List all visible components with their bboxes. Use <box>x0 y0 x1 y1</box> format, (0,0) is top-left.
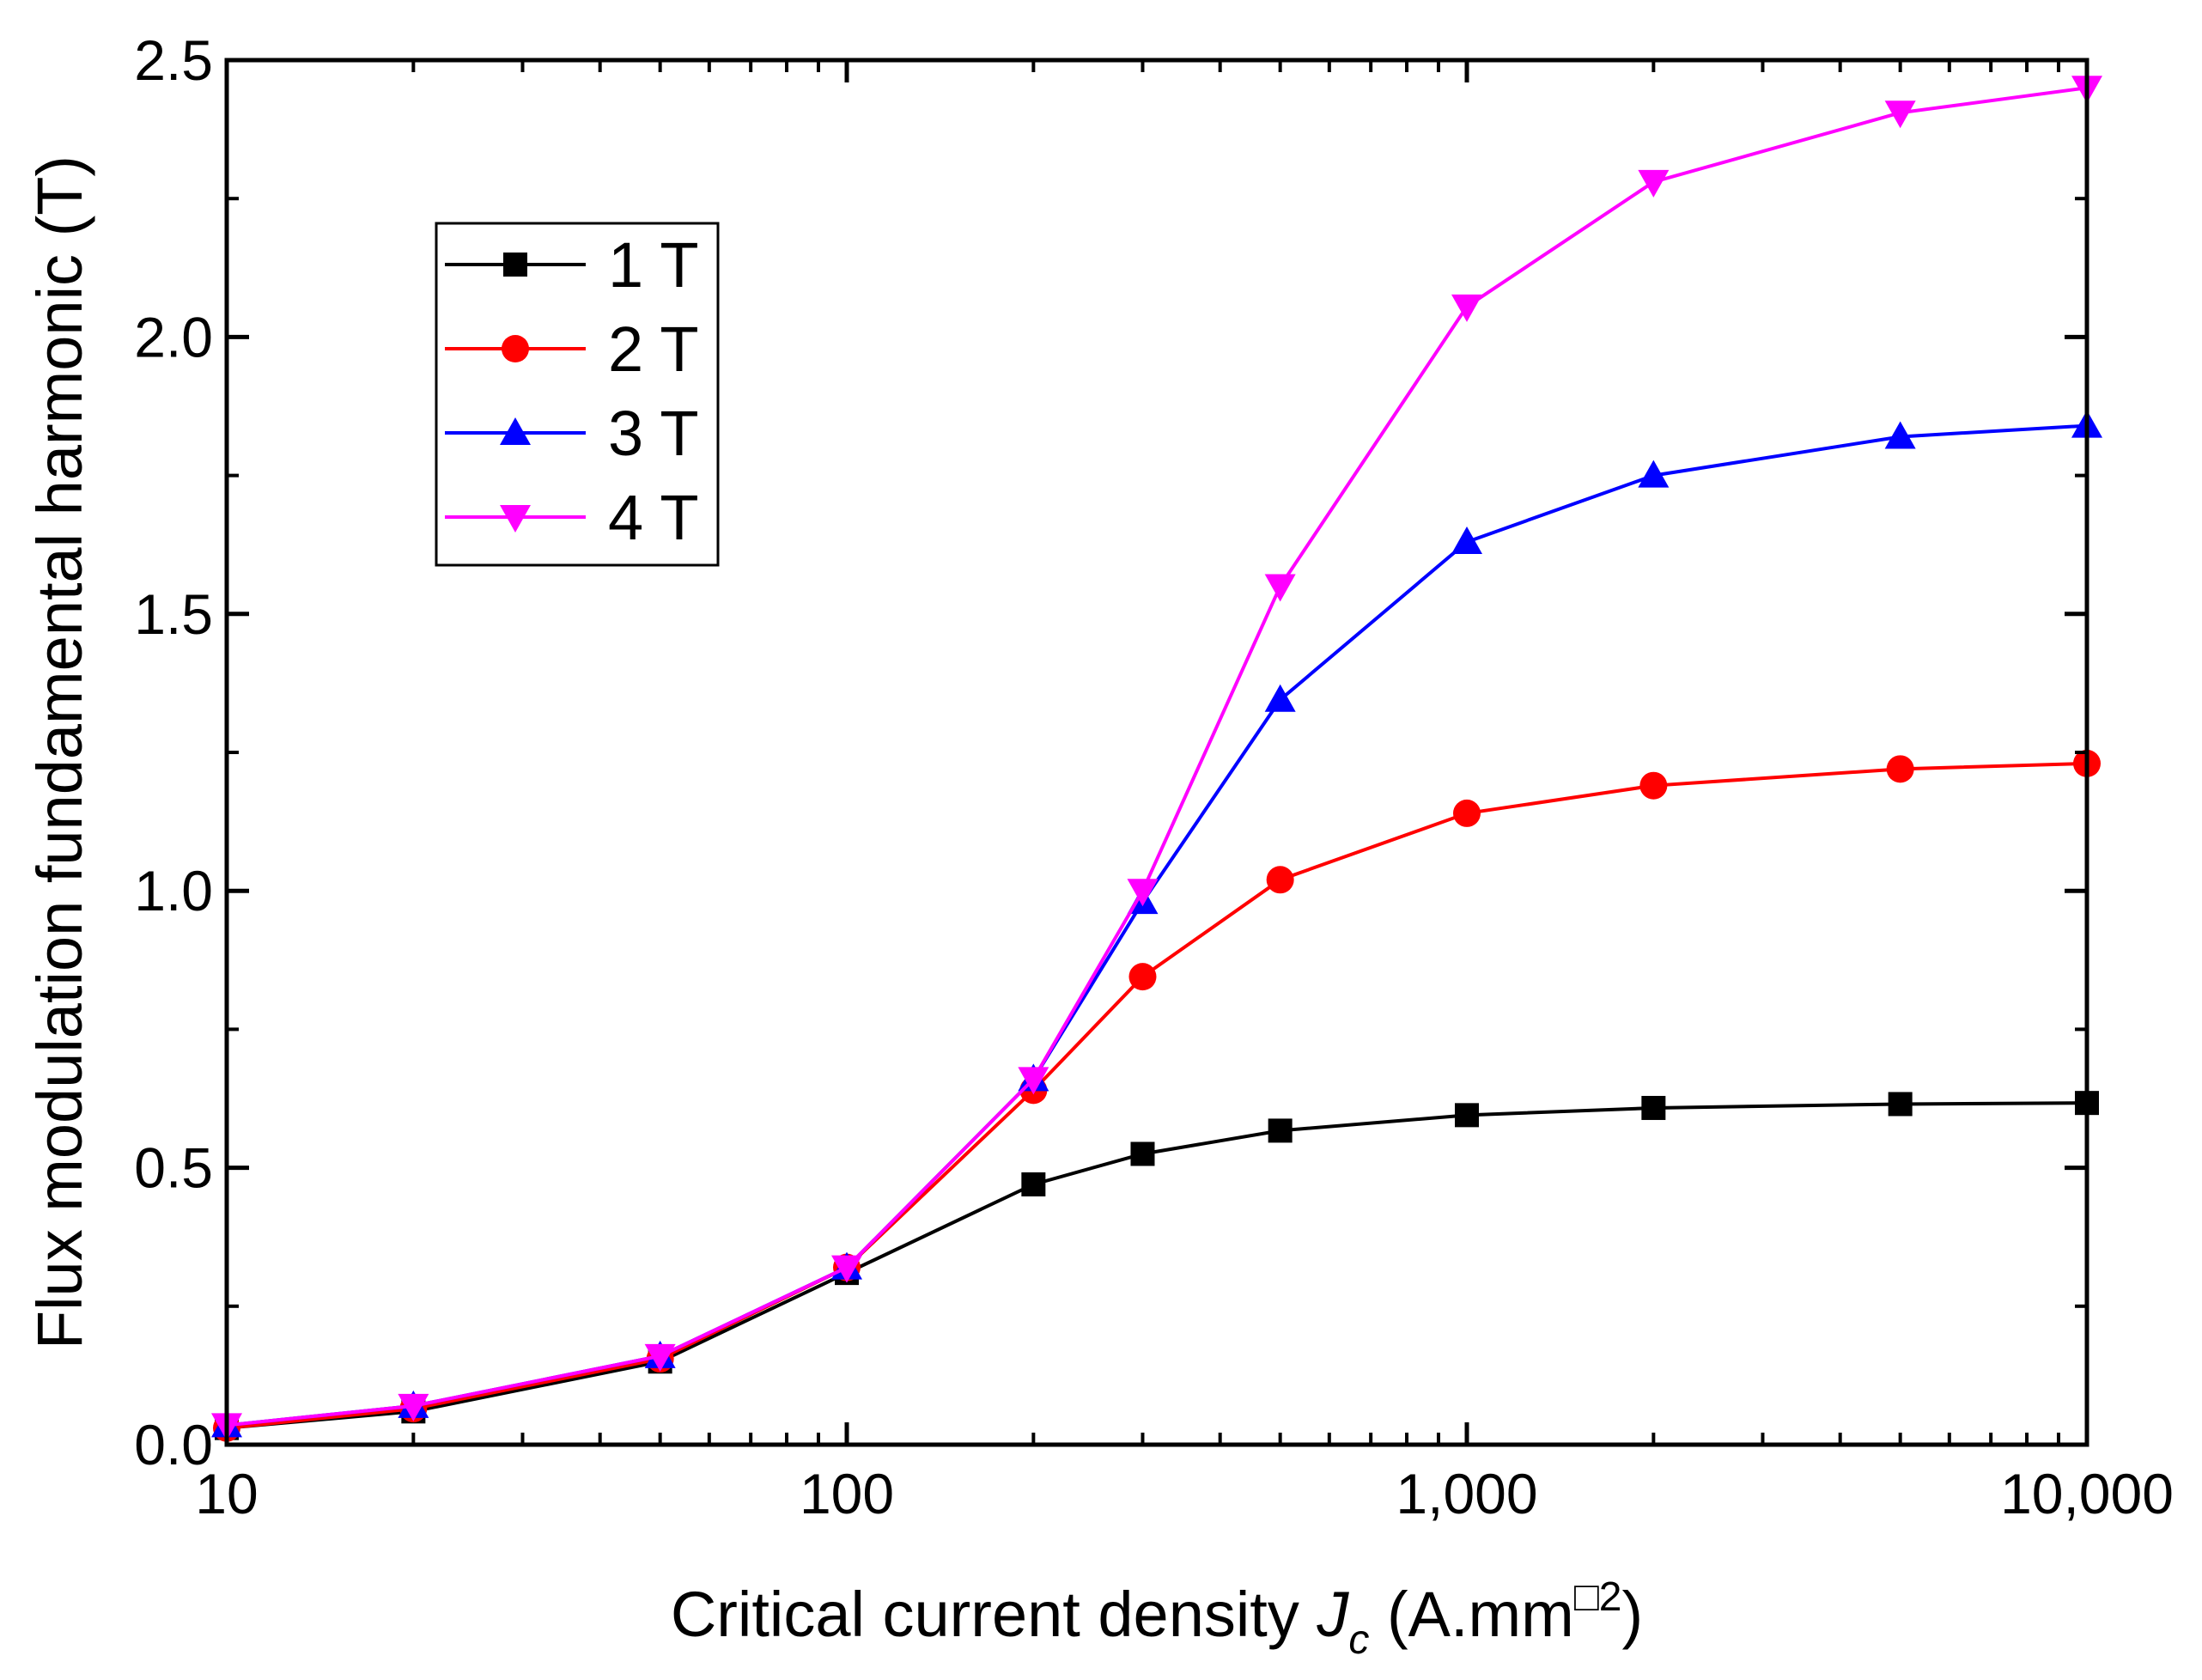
data-point <box>1638 460 1670 488</box>
y-tick-label: 1.5 <box>134 582 213 646</box>
legend-marker <box>503 253 527 277</box>
data-point <box>1453 799 1481 827</box>
y-tick-label: 2.5 <box>134 28 213 92</box>
y-tick-label: 0.0 <box>134 1413 213 1476</box>
x-axis-title-prefix: Critical current density <box>671 1579 1317 1650</box>
x-axis-title-symbol: J <box>1316 1579 1349 1650</box>
data-point <box>831 1255 862 1283</box>
y-tick-label: 1.0 <box>134 859 213 922</box>
legend-label: 3 T <box>608 398 699 469</box>
series-4 <box>211 76 2102 1441</box>
x-tick-label: 100 <box>800 1462 894 1525</box>
x-tick-label: 1,000 <box>1396 1462 1537 1525</box>
x-axis-title-superscript: □2 <box>1574 1574 1622 1620</box>
x-axis-title-unit-close: ) <box>1622 1579 1644 1650</box>
data-point <box>1264 684 1296 712</box>
data-point <box>1130 1141 1155 1166</box>
data-point <box>1638 169 1670 198</box>
data-point <box>1886 755 1914 783</box>
legend-marker <box>502 335 529 362</box>
data-point <box>1888 1092 1913 1117</box>
y-axis-title: Flux modulation fundamental harmonic (T) <box>24 155 95 1349</box>
legend: 1 T 2 T 3 T 4 T <box>435 222 720 567</box>
data-point <box>1451 294 1482 322</box>
legend-marker <box>500 505 531 533</box>
x-axis-title-subscript: c <box>1348 1617 1369 1663</box>
data-point <box>1264 574 1296 602</box>
data-point <box>1018 1067 1049 1095</box>
data-point <box>1639 771 1668 800</box>
data-point <box>1268 1118 1293 1143</box>
legend-item: 1 T <box>445 229 699 301</box>
data-point <box>644 1343 676 1372</box>
legend-item: 2 T <box>445 313 699 385</box>
legend-label: 1 T <box>608 229 699 301</box>
data-point <box>1641 1095 1666 1120</box>
x-tick-label: 10,000 <box>2000 1462 2174 1525</box>
y-tick-label: 0.5 <box>134 1136 213 1200</box>
tick-layer: 0.0 0.5 1.0 1.5 2.0 2.5 10 100 1,000 10,000 <box>134 28 2174 1525</box>
data-point <box>1451 526 1482 554</box>
legend-label: 2 T <box>608 313 699 385</box>
y-tick-label: 2.0 <box>134 305 213 368</box>
data-point <box>1266 866 1294 894</box>
x-tick-label: 10 <box>195 1462 258 1525</box>
data-point <box>1884 100 1916 129</box>
data-point <box>1128 963 1157 991</box>
legend-item: 3 T <box>445 398 699 469</box>
data-point <box>398 1393 429 1421</box>
legend-label: 4 T <box>608 482 699 553</box>
data-point <box>1021 1172 1046 1196</box>
legend-marker <box>500 417 531 445</box>
data-point <box>1455 1103 1479 1128</box>
series-layer <box>211 76 2102 1442</box>
data-point <box>1127 879 1159 907</box>
legend-item: 4 T <box>445 482 699 553</box>
data-point <box>1884 421 1916 449</box>
x-axis-title: Critical current density Jc (A.mm□2) <box>671 1574 1643 1663</box>
legend-box <box>435 222 720 567</box>
x-axis-title-unit-open: (A.mm <box>1369 1579 1573 1650</box>
